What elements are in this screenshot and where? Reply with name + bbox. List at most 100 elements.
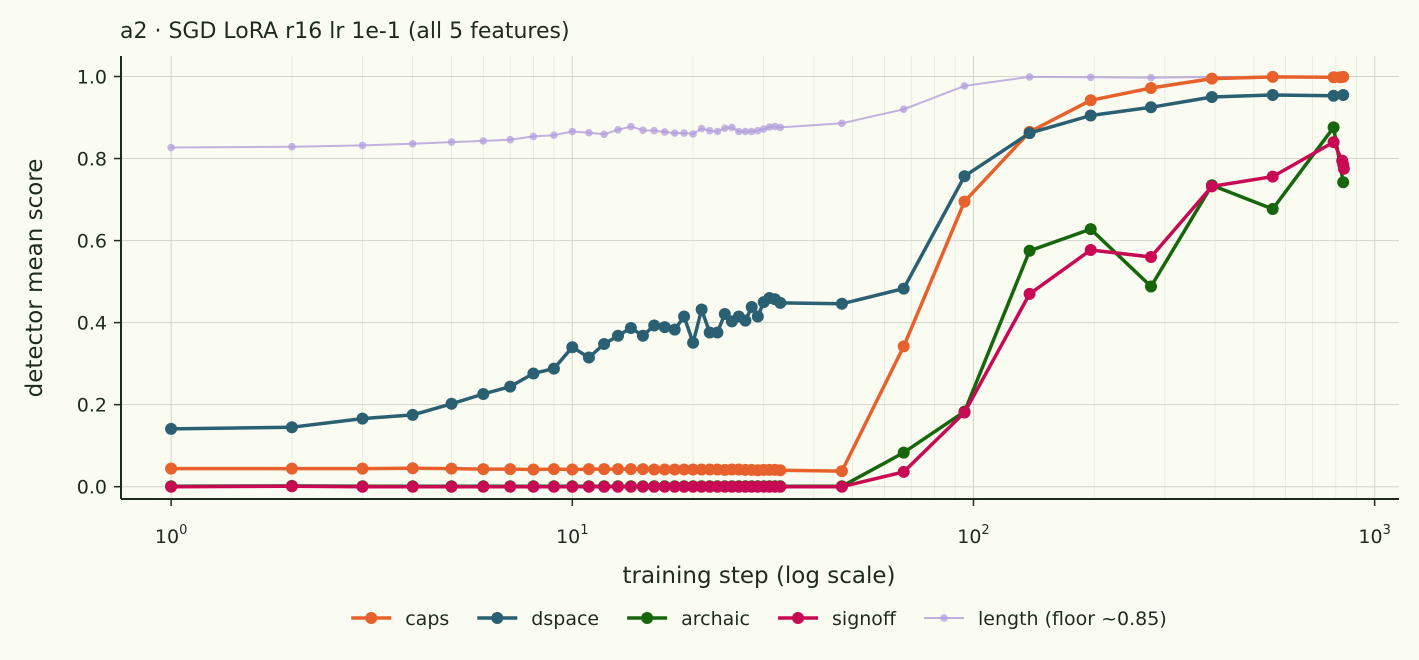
data-point — [406, 408, 419, 421]
series-4 — [165, 136, 1350, 493]
axes: 100 101 102 103 0.0 0.2 0.4 0.6 0.8 1.0 — [77, 56, 1399, 548]
legend-label: archaic — [681, 608, 750, 630]
data-point — [728, 123, 736, 132]
data-point — [668, 323, 681, 336]
data-point — [445, 480, 458, 493]
data-point — [612, 463, 624, 476]
data-point — [547, 463, 560, 476]
data-point — [650, 126, 658, 135]
data-point — [1337, 162, 1350, 175]
series-2 — [165, 89, 1350, 435]
y-tick-label: 0.6 — [77, 231, 107, 253]
data-point — [741, 127, 750, 136]
data-point — [687, 463, 700, 476]
data-point — [751, 310, 764, 323]
x-tick-label: 100 — [155, 523, 187, 548]
data-point — [658, 480, 671, 493]
data-point — [1145, 251, 1157, 263]
data-point — [774, 464, 787, 477]
data-point — [285, 462, 298, 475]
data-point — [835, 480, 848, 493]
data-point — [504, 480, 517, 493]
data-point — [1327, 136, 1340, 149]
data-point — [1023, 127, 1036, 140]
data-point — [687, 480, 700, 493]
data-point — [356, 480, 369, 493]
data-point — [1327, 121, 1340, 134]
data-point — [745, 301, 758, 313]
y-tick-label: 1.0 — [77, 67, 107, 89]
data-point — [1266, 170, 1279, 183]
data-point — [285, 480, 298, 493]
data-point — [739, 314, 752, 327]
legend-swatch-marker — [940, 614, 948, 622]
data-point — [1084, 94, 1097, 107]
data-point — [406, 462, 419, 475]
data-point — [288, 142, 296, 151]
data-point — [167, 143, 175, 152]
legend-swatch-marker — [641, 612, 654, 624]
data-point — [670, 129, 679, 137]
data-point — [506, 135, 514, 144]
data-point — [479, 137, 488, 145]
data-point — [598, 480, 611, 493]
data-point — [660, 128, 669, 136]
data-point — [1084, 223, 1097, 236]
x-tick-label: 102 — [957, 523, 989, 548]
data-point — [1023, 287, 1036, 300]
data-point — [897, 465, 910, 478]
legend-label: caps — [405, 608, 449, 630]
data-point — [358, 141, 367, 150]
legend-item-1: caps — [351, 608, 449, 630]
data-point — [1205, 180, 1218, 193]
data-point — [582, 351, 595, 364]
legend-item-4: signoff — [778, 608, 897, 630]
data-point — [689, 130, 697, 138]
y-axis-label: detector mean score — [22, 159, 48, 398]
data-point — [678, 310, 691, 323]
data-point — [1266, 89, 1279, 101]
data-point — [527, 480, 540, 493]
legend-swatch-marker — [491, 612, 504, 624]
legend: caps dspace archaic signoff length (floor ~0… — [351, 608, 1167, 630]
data-point — [356, 462, 369, 475]
data-point — [566, 463, 579, 476]
data-point — [735, 127, 743, 136]
y-tick-label: 0.2 — [77, 395, 107, 417]
data-point — [585, 128, 593, 137]
data-point — [838, 119, 846, 128]
data-point — [636, 480, 649, 493]
data-point — [356, 412, 369, 425]
data-point — [624, 463, 637, 476]
series-1 — [165, 70, 1350, 478]
legend-swatch-marker — [792, 612, 805, 624]
series-line — [170, 75, 1345, 149]
data-point — [1023, 244, 1036, 257]
data-point — [504, 380, 517, 393]
data-point — [1084, 244, 1097, 256]
data-point — [566, 341, 579, 354]
data-point — [705, 126, 714, 135]
x-tick-label: 103 — [1358, 523, 1390, 548]
data-point — [835, 465, 848, 478]
data-point — [624, 322, 637, 334]
data-point — [612, 329, 624, 342]
data-point — [711, 326, 724, 339]
data-point — [165, 462, 178, 475]
data-point — [697, 124, 706, 133]
legend-item-5: length (floor ~0.85) — [924, 608, 1167, 630]
data-point — [958, 195, 971, 208]
data-point — [477, 480, 490, 493]
data-point — [897, 340, 910, 353]
data-point — [1147, 73, 1155, 82]
data-point — [477, 388, 490, 400]
data-point — [747, 127, 756, 136]
data-point — [636, 463, 649, 476]
data-point — [477, 463, 490, 476]
data-point — [1327, 89, 1340, 102]
series-line — [169, 75, 1345, 473]
legend-label: signoff — [832, 608, 897, 630]
data-point — [165, 480, 178, 493]
data-point — [1086, 73, 1095, 82]
